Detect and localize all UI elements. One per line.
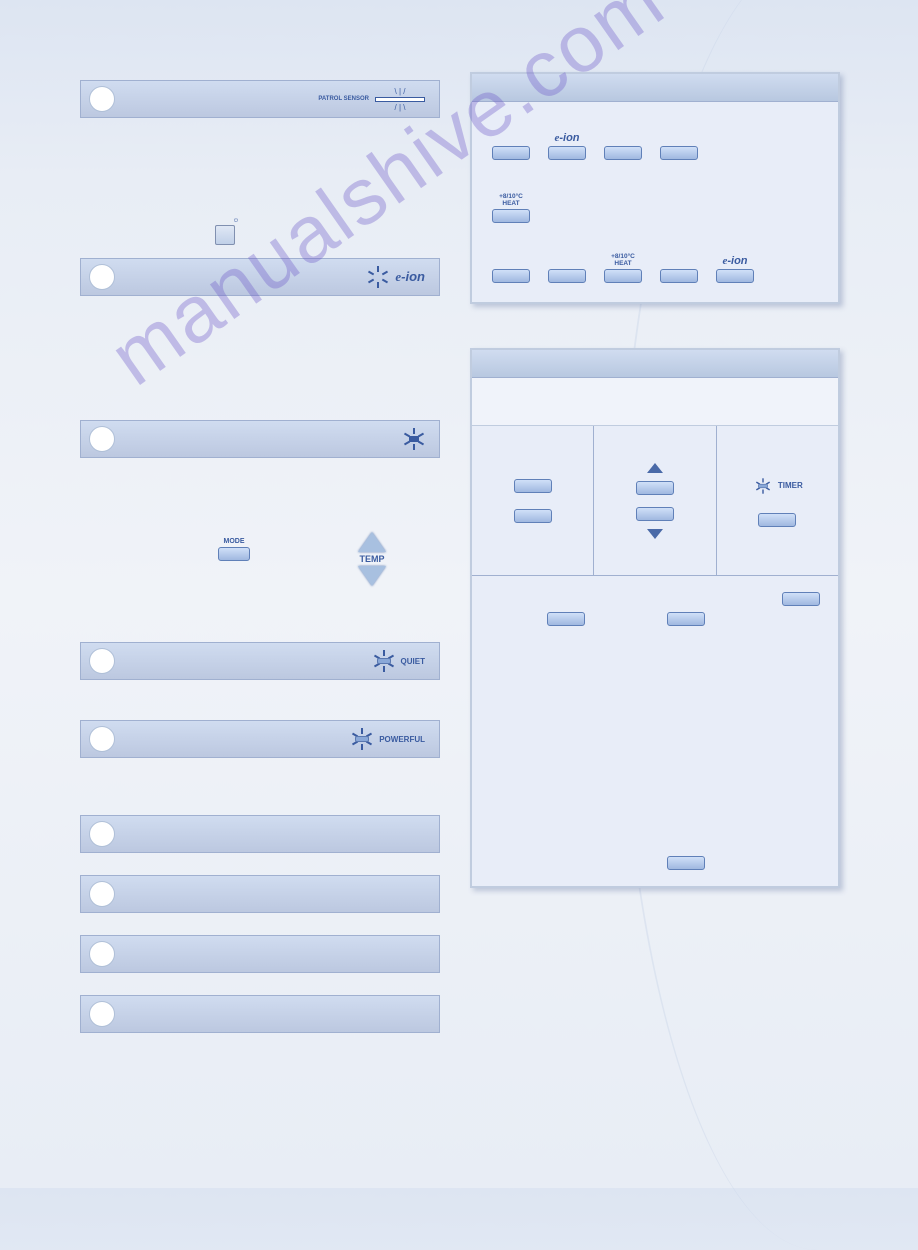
section-empty xyxy=(80,935,440,973)
timer-column-1 xyxy=(472,426,594,575)
panel-button[interactable] xyxy=(716,269,754,283)
panel-button-wrap xyxy=(547,612,585,631)
heat-label: +8/10°CHEAT xyxy=(499,194,523,207)
panel-header xyxy=(472,74,838,102)
heat-label: +8/10°CHEAT xyxy=(611,254,635,267)
section-patrol-sensor: PATROL SENSOR \ | / / | \ xyxy=(80,80,440,118)
section-circle xyxy=(89,941,115,967)
panel-button[interactable] xyxy=(758,513,796,527)
eion-label: e-ion xyxy=(554,132,579,144)
timer-label: TIMER xyxy=(778,481,803,490)
temp-label: TEMP xyxy=(359,554,384,564)
section-circle xyxy=(89,726,115,752)
section-quiet: QUIET xyxy=(80,642,440,680)
section-circle xyxy=(89,86,115,112)
panel-button[interactable] xyxy=(604,269,642,283)
temp-down-button[interactable] xyxy=(358,566,386,586)
panel-button[interactable] xyxy=(667,612,705,626)
section-powerful: POWERFUL xyxy=(80,720,440,758)
temp-up-button[interactable] xyxy=(358,532,386,552)
section-circle xyxy=(89,264,115,290)
timer-column-3: TIMER xyxy=(717,426,838,575)
panel-button[interactable] xyxy=(636,481,674,495)
right-panel-1: e-ion +8/10°CHEAT +8/10°CHEAT e-ion xyxy=(470,72,840,304)
patrol-sensor-icon xyxy=(375,97,425,102)
panel-button[interactable] xyxy=(514,479,552,493)
blink-icon xyxy=(367,266,389,288)
panel-button[interactable] xyxy=(548,269,586,283)
blink-icon xyxy=(351,728,373,750)
eion-label: e-ion xyxy=(722,255,747,267)
blink-icon xyxy=(403,428,425,450)
section-empty xyxy=(80,875,440,913)
panel-button-wrap xyxy=(667,856,705,875)
timer-column-2 xyxy=(594,426,716,575)
section-circle xyxy=(89,1001,115,1027)
panel-button[interactable] xyxy=(514,509,552,523)
section-circle xyxy=(89,881,115,907)
panel-button[interactable] xyxy=(548,146,586,160)
mode-button[interactable] xyxy=(218,547,250,561)
mode-control: MODE xyxy=(218,538,250,566)
section-circle xyxy=(89,648,115,674)
mode-label: MODE xyxy=(218,538,250,545)
section-empty xyxy=(80,815,440,853)
quiet-label: QUIET xyxy=(401,657,425,666)
panel-button[interactable] xyxy=(492,269,530,283)
panel-button[interactable] xyxy=(492,146,530,160)
panel-button-wrap xyxy=(667,612,705,631)
section-eion: e-ion xyxy=(80,258,440,296)
eion-label: e-ion xyxy=(395,269,425,285)
down-arrow-icon[interactable] xyxy=(647,529,663,539)
up-arrow-icon[interactable] xyxy=(647,463,663,473)
panel-button[interactable] xyxy=(660,269,698,283)
powerful-label: POWERFUL xyxy=(379,735,425,744)
panel-button[interactable] xyxy=(667,856,705,870)
section-blink xyxy=(80,420,440,458)
panel-button[interactable] xyxy=(660,146,698,160)
section-empty xyxy=(80,995,440,1033)
section-circle xyxy=(89,821,115,847)
power-icon xyxy=(215,225,235,245)
timer-icon xyxy=(755,478,770,493)
panel-subheader xyxy=(472,378,838,426)
section-circle xyxy=(89,426,115,452)
panel-button[interactable] xyxy=(604,146,642,160)
panel-button[interactable] xyxy=(492,209,530,223)
temp-control: TEMP xyxy=(358,532,386,586)
panel-button[interactable] xyxy=(547,612,585,626)
right-panel-2: TIMER xyxy=(470,348,840,888)
blink-icon xyxy=(373,650,395,672)
panel-button-wrap xyxy=(782,592,820,611)
patrol-sensor-label: PATROL SENSOR xyxy=(318,96,369,102)
panel-button[interactable] xyxy=(782,592,820,606)
panel-button[interactable] xyxy=(636,507,674,521)
panel-header xyxy=(472,350,838,378)
